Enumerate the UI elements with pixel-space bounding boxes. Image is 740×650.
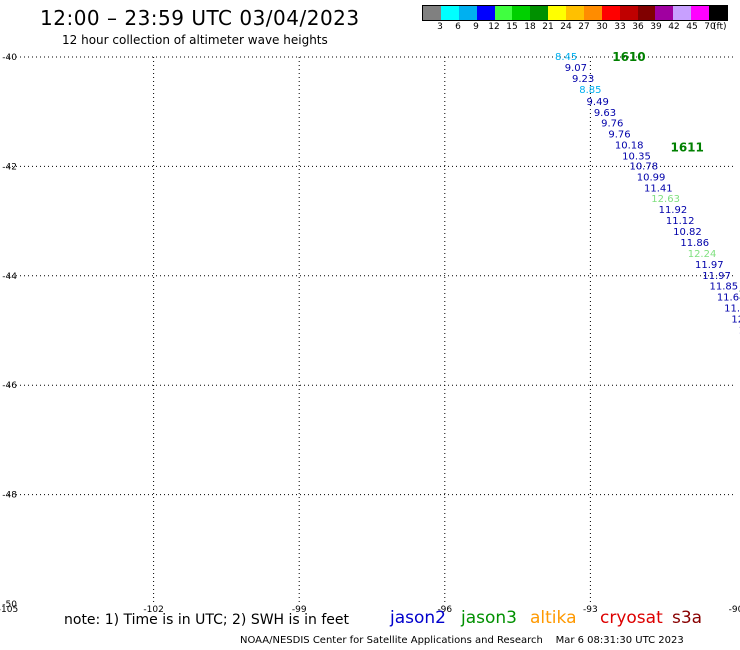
legend-label: 12 (488, 22, 500, 32)
map-subtitle: 12 hour collection of altimeter wave hei… (62, 33, 328, 47)
legend-swatch (583, 6, 602, 20)
legend-label: 15 (506, 22, 518, 32)
x-tick-label: -90 (729, 605, 740, 615)
legend-unit: (ft) (713, 22, 727, 32)
wave-height-label: 9.76 (601, 119, 623, 130)
wave-height-label: 11.41 (644, 183, 673, 194)
map-title: 12:00 – 23:59 UTC 03/04/2023 (40, 6, 360, 30)
footer-note: note: 1) Time is in UTC; 2) SWH is in fe… (64, 612, 350, 628)
wave-height-label: 12.00 (731, 315, 740, 326)
satellite-name: altika (530, 608, 577, 628)
wave-height-label: 11.97 (695, 260, 724, 271)
y-tick-label: -44 (2, 272, 17, 282)
wave-height-label: 11.12 (666, 216, 695, 227)
legend-swatch (548, 6, 566, 20)
legend-label: 3 (437, 22, 443, 32)
timestamp: Mar 6 08:31:30 UTC 2023 (555, 635, 684, 646)
wave-height-label: 9.07 (565, 63, 587, 74)
legend-label: 36 (632, 22, 644, 32)
wave-height-label: 9.63 (594, 108, 616, 119)
legend-label: 30 (596, 22, 608, 32)
legend-swatch (494, 6, 513, 20)
wave-height-label: 8.85 (579, 85, 601, 96)
legend-swatch (691, 6, 709, 20)
satellite-name: jason2 (390, 608, 446, 628)
legend-swatch (440, 6, 459, 20)
footer-credit: NOAA/NESDIS Center for Satellite Applica… (240, 635, 684, 646)
wave-height-label: 11.92 (659, 205, 688, 216)
wave-height-label: 10.35 (622, 152, 651, 163)
satellite-name: cryosat (600, 608, 663, 628)
legend-labels: 3 6 9 12 15 18 21 24 27 30 33 36 39 42 45 70 (422, 22, 728, 34)
wave-height-label: 11.85 (710, 282, 739, 293)
legend-label: 24 (560, 22, 572, 32)
time-label: 16 (738, 288, 740, 302)
y-tick-label: -46 (2, 381, 17, 391)
legend-swatch (637, 6, 656, 20)
legend-swatch (458, 6, 477, 20)
x-tick-label: -99 (292, 605, 307, 615)
legend-swatch (673, 6, 692, 20)
wave-height-label: 12.24 (688, 249, 717, 260)
x-tick-label: -105 (0, 605, 18, 615)
wave-height-label: 9.76 (608, 130, 630, 141)
satellite-name: s3a (672, 608, 703, 628)
wave-height-label: 11.71 (724, 304, 740, 315)
wave-height-label: 11.86 (680, 238, 709, 249)
legend-label: 6 (455, 22, 461, 32)
satellite-name: jason3 (461, 608, 517, 628)
wave-height-label: 9.23 (572, 74, 594, 85)
y-tick-label: -42 (2, 162, 17, 172)
legend-swatch (619, 6, 638, 20)
y-tick-label: -48 (2, 491, 17, 501)
legend-swatch (601, 6, 620, 20)
wave-height-label: 11.64 (717, 293, 740, 304)
wave-height-label: 10.78 (629, 161, 658, 172)
time-label: 1611 (670, 140, 703, 154)
legend-label: 39 (650, 22, 662, 32)
wave-height-label: 11.97 (702, 271, 731, 282)
legend-swatch (655, 6, 674, 20)
legend-label: 33 (614, 22, 626, 32)
legend-swatch (423, 6, 441, 20)
legend-swatch (566, 6, 584, 20)
wave-height-label: 9.49 (587, 97, 609, 108)
y-tick-label: -40 (2, 53, 17, 63)
legend-label: 42 (668, 22, 680, 32)
legend-label: 9 (473, 22, 479, 32)
wave-height-label: 10.82 (673, 227, 702, 238)
credit-text: NOAA/NESDIS Center for Satellite Applica… (240, 635, 543, 646)
wave-height-label: 12.63 (651, 194, 680, 205)
legend-swatch (512, 6, 531, 20)
legend-label: 21 (542, 22, 554, 32)
x-tick-label: -93 (583, 605, 598, 615)
legend-label: 45 (686, 22, 698, 32)
wave-height-label: 10.18 (615, 141, 644, 152)
legend-swatch (530, 6, 549, 20)
legend-label: 18 (524, 22, 536, 32)
wave-height-color-legend (422, 5, 728, 21)
x-tick-label: -96 (437, 605, 452, 615)
y-tick-label: -50 (2, 600, 17, 610)
legend-swatch (709, 6, 727, 20)
x-tick-label: -102 (143, 605, 163, 615)
time-label: 1610 (612, 50, 645, 64)
wave-height-label: 10.99 (637, 172, 666, 183)
legend-label: 70 (704, 22, 716, 32)
legend-swatch (476, 6, 495, 20)
legend-label: 27 (578, 22, 590, 32)
wave-height-label: 10.93 (739, 326, 740, 337)
wave-height-label: 8.45 (555, 52, 577, 63)
